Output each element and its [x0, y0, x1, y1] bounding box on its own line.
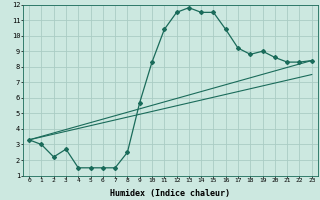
X-axis label: Humidex (Indice chaleur): Humidex (Indice chaleur)	[110, 189, 230, 198]
